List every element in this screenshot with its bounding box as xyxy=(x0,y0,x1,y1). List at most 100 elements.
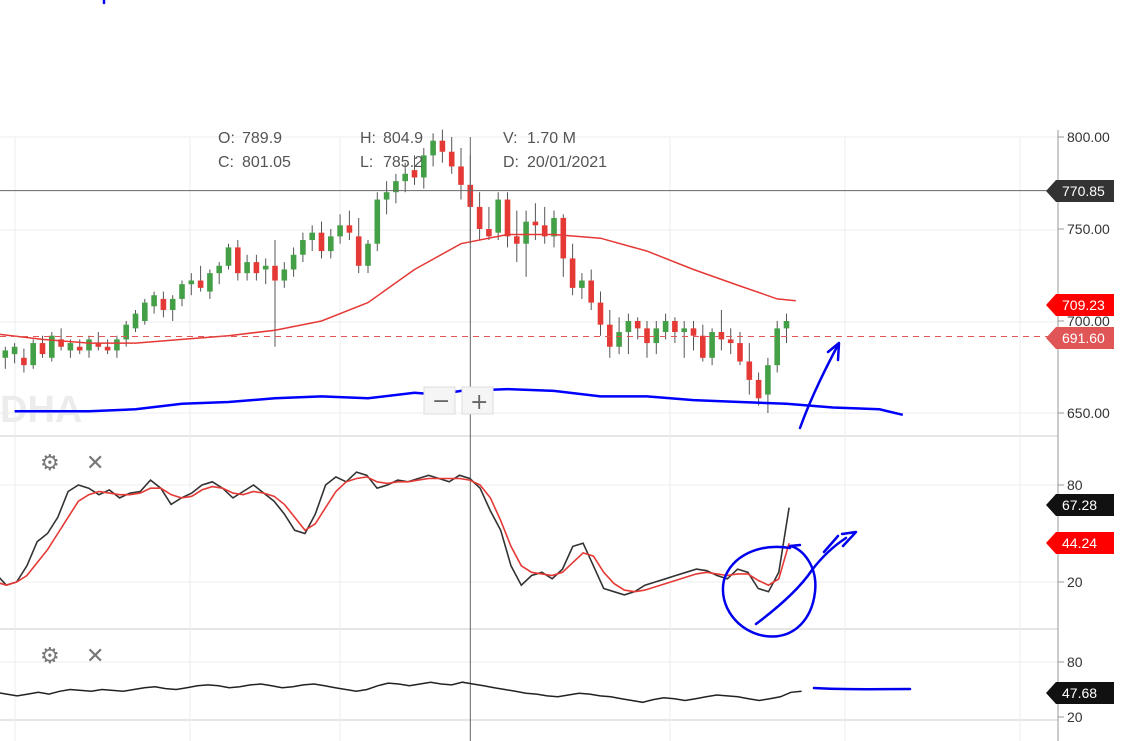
candle-body xyxy=(486,229,492,237)
candle-body xyxy=(514,236,520,244)
candle-body xyxy=(253,262,260,274)
zoom-in-label: + xyxy=(470,390,488,415)
candle-body xyxy=(393,181,399,193)
candle-body xyxy=(67,343,74,351)
hand-annotations xyxy=(102,0,912,691)
candle-body xyxy=(653,328,660,344)
candle-body xyxy=(625,321,632,333)
close-value: 801.05 xyxy=(242,154,291,171)
candle-body xyxy=(86,339,92,351)
volume-value: 1.70 M xyxy=(527,130,576,147)
candle-body xyxy=(662,321,669,333)
candle-body xyxy=(402,173,408,182)
price-axis: 800.00 750.00 700.00 650.00 80 20 80 20 770.85 70… xyxy=(1046,129,1114,741)
candle-body xyxy=(2,350,9,358)
price-tick-label: 800.00 xyxy=(1067,129,1110,145)
close-icon[interactable]: ✕ xyxy=(86,451,104,476)
price-tick-label: 650.00 xyxy=(1067,405,1110,421)
candle-body xyxy=(616,332,622,347)
price-tag-bg xyxy=(1046,294,1114,316)
candle-body xyxy=(104,346,111,351)
candle-body xyxy=(448,151,455,167)
candle-body xyxy=(142,302,148,321)
candle-body xyxy=(235,247,241,274)
candle-body xyxy=(300,240,306,255)
arrow-annotation-stochastic xyxy=(754,530,858,626)
candle-body xyxy=(114,339,120,351)
candle-body xyxy=(11,346,18,355)
price-tick-label: 700.00 xyxy=(1067,313,1110,329)
stochastic-tag: 44.24 xyxy=(1062,535,1097,551)
candle-body xyxy=(569,258,576,288)
candle-body xyxy=(476,206,483,229)
candle-body xyxy=(579,280,585,288)
volume-label: V: xyxy=(503,130,518,147)
close-label: C: xyxy=(218,154,234,171)
candle-body xyxy=(21,357,27,366)
moving-average-line xyxy=(0,233,796,344)
oscillator-tag: 47.68 xyxy=(1062,685,1097,701)
candle-body xyxy=(244,262,250,274)
candle-body xyxy=(30,343,36,366)
candle-body xyxy=(179,284,185,299)
price-tag-bg xyxy=(1046,327,1114,349)
candle-body xyxy=(169,298,176,310)
zoom-in-button[interactable] xyxy=(461,386,494,415)
date-label: D: xyxy=(503,154,519,171)
candle-body xyxy=(290,254,297,270)
candle-body xyxy=(225,247,232,266)
low-label: L: xyxy=(360,154,373,171)
gear-icon[interactable]: ⚙ xyxy=(40,451,60,476)
candle-body xyxy=(755,379,762,399)
price-tag: 691.60 xyxy=(1062,330,1105,346)
candle-body xyxy=(95,343,102,347)
candle-body xyxy=(49,335,55,358)
candle-body xyxy=(541,225,548,237)
stochastic-controls: ⚙ ✕ xyxy=(40,451,104,476)
candle-body xyxy=(690,328,697,336)
close-icon[interactable]: ✕ xyxy=(86,644,104,669)
candle-body xyxy=(337,225,343,237)
candle-body xyxy=(281,269,288,281)
price-tag-bg xyxy=(1046,180,1114,202)
zoom-out-button[interactable] xyxy=(423,386,456,415)
candle-body xyxy=(328,236,334,252)
candle-body xyxy=(727,339,734,344)
candle-body xyxy=(607,324,613,347)
zoom-out-label: − xyxy=(432,389,450,414)
arrow-annotation-price xyxy=(798,341,841,430)
oscillator-line xyxy=(0,681,802,704)
circle-annotation-stochastic xyxy=(721,543,817,638)
zoom-controls: − + xyxy=(423,386,494,415)
stochastic-tag: 67.28 xyxy=(1062,497,1097,513)
candle-body xyxy=(355,236,362,266)
open-value: 789.9 xyxy=(242,130,282,147)
candle-body xyxy=(560,217,567,259)
gear-icon[interactable]: ⚙ xyxy=(40,644,60,669)
oscillator-panel xyxy=(0,681,802,704)
stochastic-tag-bg xyxy=(1046,494,1114,516)
candle-body xyxy=(644,328,650,344)
candle-body xyxy=(365,243,371,266)
candle-body xyxy=(411,170,418,178)
candle-body xyxy=(672,321,678,333)
candle-body xyxy=(709,332,715,358)
candle-body xyxy=(700,335,706,358)
candle-body xyxy=(495,199,501,233)
price-tag: 770.85 xyxy=(1062,183,1105,199)
candle-body xyxy=(532,221,539,226)
price-tick-label: 750.00 xyxy=(1067,221,1110,237)
candle-body xyxy=(737,343,743,362)
candle-body xyxy=(123,324,129,340)
candle-body xyxy=(262,265,269,270)
candle-body xyxy=(151,295,157,307)
high-value: 804.9 xyxy=(383,130,423,147)
candle-body xyxy=(58,339,64,347)
oscillator-tag-bg xyxy=(1046,682,1114,704)
candle-body xyxy=(681,328,687,333)
candle-body xyxy=(383,192,390,200)
chart-grid xyxy=(0,136,1058,741)
high-label: H: xyxy=(360,130,376,147)
indicator-tick-label: 20 xyxy=(1067,709,1083,725)
